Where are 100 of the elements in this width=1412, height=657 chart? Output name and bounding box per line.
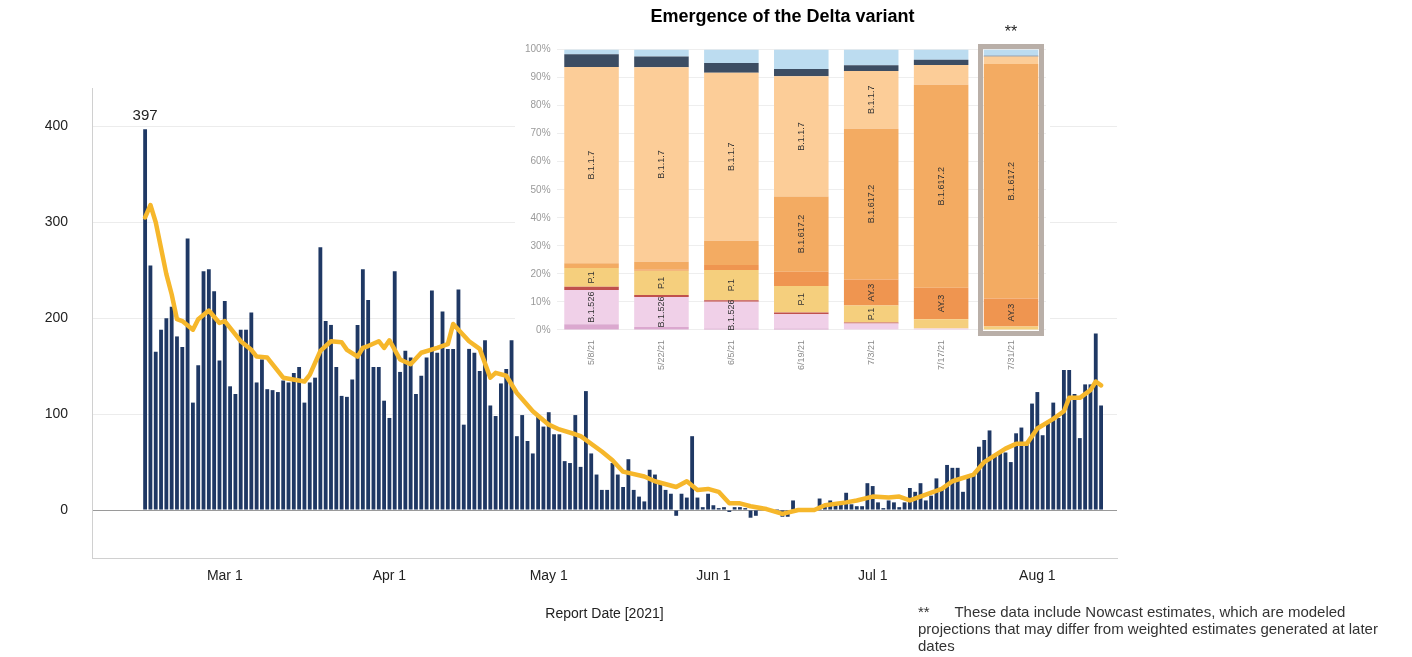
x-tick-label: Apr 1 — [372, 567, 407, 584]
data-label: P.1 — [865, 307, 876, 321]
bar — [983, 298, 1039, 327]
y-tick-label: 400 — [44, 117, 69, 134]
data-label: B.1.526 — [725, 299, 736, 331]
bar — [774, 68, 829, 77]
y-tick-label: 50% — [530, 183, 551, 195]
chart-title: Emergence of the Delta variant — [650, 5, 915, 26]
y-tick-label: 30% — [530, 239, 551, 251]
y-tick-label: 20% — [530, 267, 551, 279]
data-label: B.1.617.2 — [795, 214, 806, 254]
data-label: B.1.526 — [586, 291, 597, 323]
data-label: P.1 — [586, 271, 597, 284]
bar — [843, 65, 899, 71]
bar — [634, 296, 689, 327]
bar — [843, 279, 899, 306]
y-tick-label: 40% — [530, 211, 551, 223]
bar — [913, 287, 969, 320]
bar — [774, 76, 829, 197]
bar — [983, 49, 1039, 56]
x-tick-label: 7/3/21 — [865, 339, 876, 365]
data-label: AY.3 — [935, 294, 946, 313]
bar — [843, 70, 899, 129]
text: ** These data include Nowcast estimates, which are modeled projections that may differ from weighted estimates generated at later dates — [918, 603, 1379, 654]
y-tick-label: 300 — [44, 213, 69, 230]
bar — [564, 263, 619, 269]
bar — [704, 240, 759, 265]
data-label: B.1.617.2 — [1005, 161, 1016, 201]
y-tick-label: 100% — [525, 43, 551, 55]
data-label: B.1.526 — [655, 296, 666, 328]
data-label: P.1 — [655, 276, 666, 290]
y-tick-label: 10% — [530, 295, 551, 307]
bar — [913, 319, 969, 329]
bar — [704, 301, 759, 329]
bar — [564, 289, 619, 325]
bar — [634, 49, 689, 57]
bar — [843, 49, 899, 66]
bar — [843, 128, 899, 280]
data-label: B.1.1.7 — [655, 150, 666, 179]
y-tick-label: 90% — [530, 71, 551, 83]
x-tick-label: Jun 1 — [696, 567, 731, 584]
x-tick-label: Jul 1 — [857, 567, 888, 584]
bar — [913, 59, 969, 66]
bar — [143, 129, 148, 510]
bar — [913, 49, 969, 60]
y-tick-label: 70% — [530, 127, 551, 139]
bar — [704, 63, 759, 73]
bar — [774, 196, 829, 272]
x-tick-label: Aug 1 — [1019, 567, 1056, 584]
annotation: 397 — [132, 105, 158, 123]
bar — [634, 67, 689, 262]
data-label: B.1.617.2 — [865, 184, 876, 224]
bar — [634, 261, 689, 270]
x-tick-label: 5/22/21 — [655, 339, 666, 370]
bar — [704, 72, 759, 241]
y-tick-label: 0% — [536, 323, 551, 335]
bar — [774, 49, 829, 69]
y-tick-label: 60% — [530, 155, 551, 167]
data-label: B.1.1.7 — [586, 150, 597, 180]
y-tick-label: 100 — [44, 404, 69, 421]
data-label: B.1.1.7 — [795, 122, 806, 151]
data-label: AY.3 — [865, 283, 876, 302]
data-label: B.1.1.7 — [725, 142, 736, 172]
annotation: ** — [1004, 23, 1018, 41]
y-tick-label: 200 — [44, 309, 69, 326]
bar — [774, 271, 829, 286]
bar — [674, 510, 679, 516]
bar — [704, 264, 759, 270]
x-tick-label: May 1 — [529, 567, 569, 584]
x-tick-label: 7/17/21 — [935, 339, 946, 370]
bar — [634, 270, 689, 295]
x-tick-label: Mar 1 — [206, 567, 243, 584]
bar — [564, 324, 619, 330]
data-label: P.1 — [725, 278, 736, 292]
bar — [634, 56, 689, 68]
bar — [843, 305, 899, 323]
x-tick-label: 6/19/21 — [795, 339, 806, 370]
bar — [849, 504, 854, 510]
x-tick-label: 6/5/21 — [725, 339, 736, 365]
y-tick-label: 0 — [60, 500, 69, 517]
bar — [913, 65, 969, 85]
data-label: B.1.1.7 — [865, 85, 876, 115]
bar — [913, 84, 969, 288]
x-tick-label: 7/31/21 — [1005, 339, 1016, 370]
data-label: B.1.617.2 — [935, 166, 946, 206]
bar — [983, 56, 1039, 64]
bar — [753, 510, 758, 516]
x-tick-label: 5/8/21 — [586, 339, 597, 365]
bar — [668, 493, 673, 510]
bar — [704, 269, 759, 301]
y-tick-label: 80% — [530, 99, 551, 111]
bar — [564, 54, 619, 67]
bar — [564, 286, 619, 290]
bar — [774, 285, 829, 313]
bar — [774, 314, 829, 329]
bar — [704, 49, 759, 64]
data-label: P.1 — [795, 293, 806, 306]
bar — [564, 66, 619, 264]
data-label: AY.3 — [1005, 303, 1016, 322]
x-axis-title: Report Date [2021] — [545, 605, 664, 622]
